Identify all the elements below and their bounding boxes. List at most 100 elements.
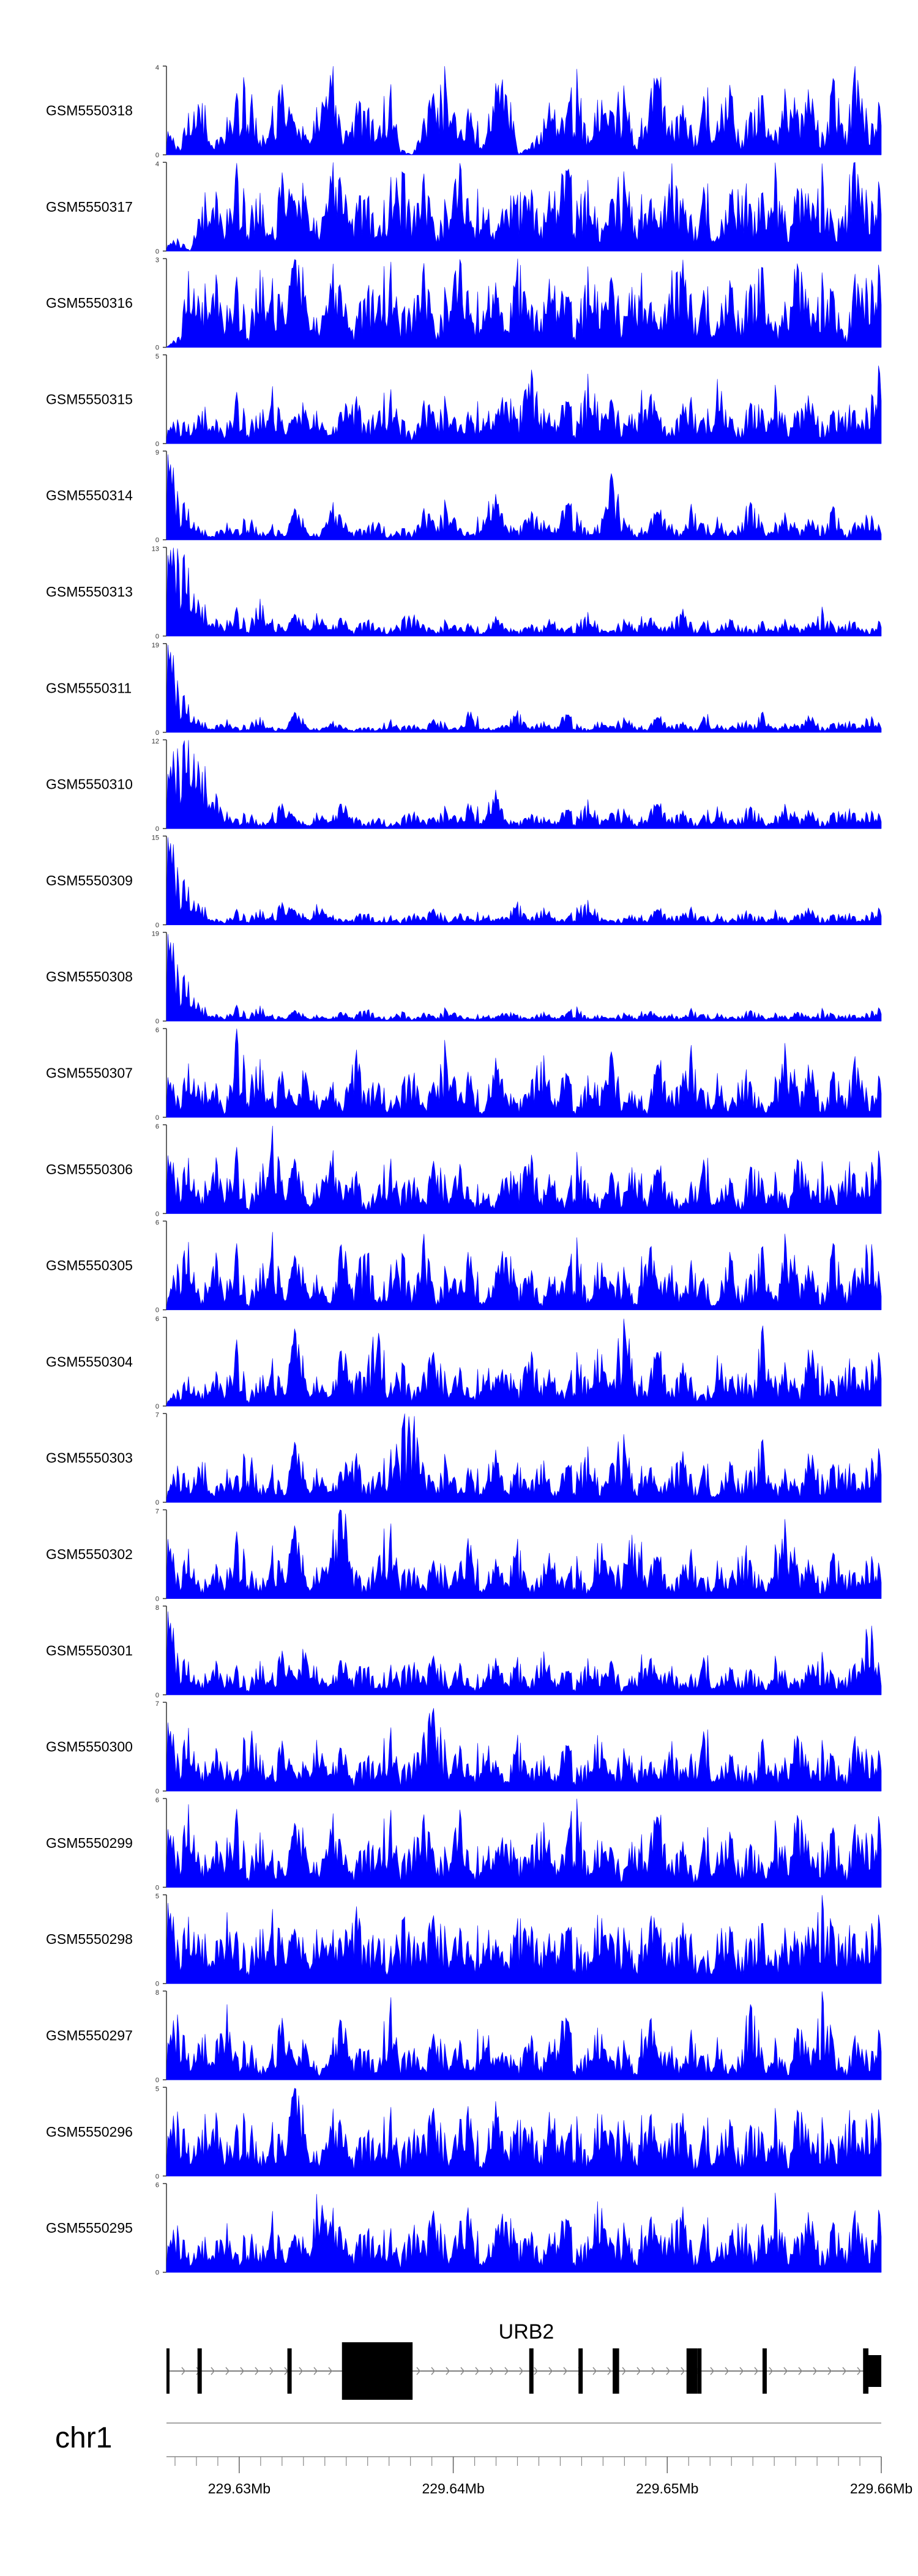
- coverage-track-GSM5550316: GSM5550316 3 0: [46, 257, 882, 352]
- strand-chevron: [269, 2367, 274, 2375]
- exon-block: [578, 2348, 583, 2394]
- y-tick-label: 13: [152, 546, 159, 553]
- track-label: GSM5550296: [46, 2124, 133, 2140]
- track-label: GSM5550309: [46, 873, 133, 888]
- exon-block: [529, 2348, 534, 2394]
- track-label: GSM5550298: [46, 1931, 133, 1947]
- strand-chevron: [783, 2367, 788, 2375]
- y-tick-label: 0: [155, 2077, 159, 2084]
- y-tick-label: 0: [155, 248, 159, 255]
- coverage-track-GSM5550307: GSM5550307 6 0: [46, 1027, 882, 1122]
- strand-chevron: [225, 2367, 230, 2375]
- coverage-track-GSM5550314: GSM5550314 9 0: [46, 449, 882, 544]
- coverage-area: [166, 2192, 882, 2273]
- y-tick-label: 6: [155, 1123, 159, 1130]
- strand-chevron: [842, 2367, 846, 2375]
- y-tick-label: 15: [152, 834, 159, 841]
- track-label: GSM5550300: [46, 1739, 133, 1755]
- strand-chevron: [725, 2367, 729, 2375]
- strand-chevron: [534, 2367, 538, 2375]
- y-tick-label: 0: [155, 1307, 159, 1314]
- exon-block: [166, 2348, 170, 2394]
- y-tick-label: 0: [155, 2173, 159, 2180]
- coverage-track-GSM5550296: GSM5550296 5 0: [46, 2085, 882, 2180]
- strand-chevron: [622, 2367, 626, 2375]
- strand-chevron: [490, 2367, 494, 2375]
- gene-model-track: URB2: [166, 2320, 881, 2400]
- strand-chevron: [739, 2367, 744, 2375]
- y-tick-label: 0: [155, 1692, 159, 1699]
- y-tick-label: 12: [152, 738, 159, 745]
- y-tick-label: 0: [155, 633, 159, 641]
- coverage-track-GSM5550308: GSM5550308 19 0: [46, 931, 882, 1026]
- y-tick-label: 5: [155, 2085, 159, 2093]
- y-tick-label: 6: [155, 1316, 159, 1323]
- coverage-area: [166, 740, 882, 829]
- strand-chevron: [460, 2367, 465, 2375]
- coverage-area: [166, 1798, 882, 1888]
- track-label: GSM5550311: [46, 680, 132, 696]
- track-label: GSM5550307: [46, 1065, 133, 1081]
- track-label: GSM5550302: [46, 1546, 133, 1562]
- coverage-track-GSM5550298: GSM5550298 5 0: [46, 1893, 882, 1988]
- y-tick-label: 6: [155, 1219, 159, 1227]
- coverage-area: [166, 258, 882, 348]
- y-tick-label: 0: [155, 1788, 159, 1795]
- coverage-area: [166, 1991, 882, 2080]
- strand-chevron: [754, 2367, 758, 2375]
- track-label: GSM5550316: [46, 295, 133, 311]
- y-tick-label: 0: [155, 1981, 159, 1988]
- coverage-track-GSM5550310: GSM5550310 12 0: [46, 738, 882, 833]
- strand-chevron: [255, 2367, 259, 2375]
- chromosome-label: chr1: [55, 2422, 112, 2454]
- coverage-track-GSM5550295: GSM5550295 6 0: [46, 2182, 882, 2277]
- coverage-track-GSM5550299: GSM5550299 6 0: [46, 1796, 882, 1891]
- track-label: GSM5550314: [46, 488, 133, 504]
- coverage-area: [166, 162, 882, 251]
- coverage-area: [166, 1895, 882, 1984]
- track-label: GSM5550306: [46, 1161, 133, 1177]
- y-tick-label: 4: [155, 160, 159, 168]
- track-label: GSM5550299: [46, 1835, 133, 1851]
- y-tick-label: 0: [155, 729, 159, 737]
- y-tick-label: 8: [155, 1989, 159, 1997]
- track-label: GSM5550308: [46, 969, 133, 985]
- track-label: GSM5550315: [46, 391, 133, 407]
- coverage-track-GSM5550301: GSM5550301 8 0: [46, 1604, 882, 1699]
- coverage-track-GSM5550315: GSM5550315 5 0: [46, 353, 882, 448]
- y-tick-label: 0: [155, 152, 159, 159]
- coverage-area: [166, 1611, 882, 1696]
- y-tick-label: 8: [155, 1604, 159, 1612]
- strand-chevron: [181, 2367, 185, 2375]
- exon-block: [868, 2355, 881, 2387]
- y-tick-label: 0: [155, 2269, 159, 2277]
- track-label: GSM5550304: [46, 1353, 133, 1369]
- strand-chevron: [798, 2367, 802, 2375]
- coverage-area: [166, 548, 882, 636]
- coverage-track-GSM5550300: GSM5550300 7 0: [46, 1700, 882, 1795]
- y-tick-label: 0: [155, 441, 159, 448]
- strand-chevron: [431, 2367, 435, 2375]
- y-tick-label: 6: [155, 1027, 159, 1034]
- coverage-area: [166, 1708, 882, 1792]
- coverage-track-GSM5550304: GSM5550304 6 0: [46, 1316, 882, 1410]
- coverage-track-GSM5550303: GSM5550303 7 0: [46, 1412, 882, 1506]
- axis-tick-label: 229.66Mb: [850, 2481, 912, 2496]
- exon-block: [341, 2342, 413, 2400]
- track-label: GSM5550303: [46, 1450, 133, 1466]
- strand-chevron: [563, 2367, 567, 2375]
- axis-tick-label: 229.65Mb: [636, 2481, 698, 2496]
- coverage-track-GSM5550311: GSM5550311 19 0: [46, 642, 882, 737]
- y-tick-label: 0: [155, 1884, 159, 1891]
- exon-block: [863, 2348, 869, 2394]
- coverage-track-GSM5550318: GSM5550318 4 0: [46, 64, 882, 159]
- y-tick-label: 0: [155, 825, 159, 833]
- coverage-track-GSM5550309: GSM5550309 15 0: [46, 834, 882, 929]
- y-tick-label: 3: [155, 257, 159, 264]
- exon-block: [686, 2348, 698, 2394]
- strand-chevron: [666, 2367, 670, 2375]
- coverage-area: [166, 1319, 882, 1407]
- coverage-track-GSM5550305: GSM5550305 6 0: [46, 1219, 882, 1314]
- exon-block: [762, 2348, 767, 2394]
